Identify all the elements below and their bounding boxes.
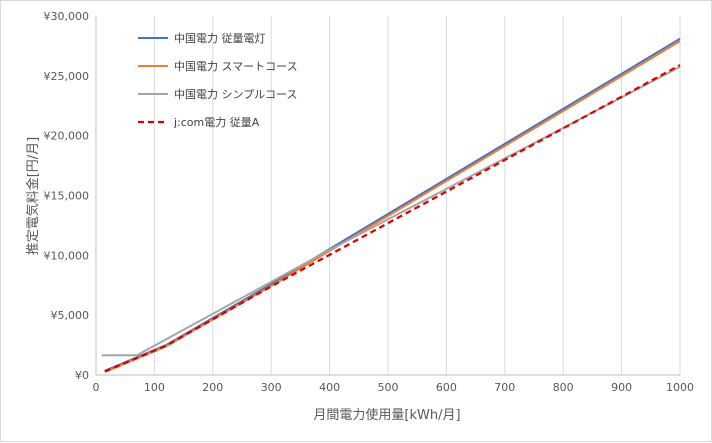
y-tick-label: ¥15,000 bbox=[44, 190, 90, 203]
x-tick-labels: 0 100 200 300 400 500 600 700 800 900 1000 bbox=[93, 381, 695, 394]
y-tick-label: ¥5,000 bbox=[51, 309, 90, 322]
y-tick-label: ¥20,000 bbox=[44, 130, 90, 143]
legend-label: 中国電力 シンプルコース bbox=[174, 88, 297, 101]
legend-label: 中国電力 従量電灯 bbox=[174, 32, 266, 45]
x-tick-label: 300 bbox=[261, 381, 282, 394]
axes bbox=[95, 16, 680, 376]
x-tick-label: 100 bbox=[144, 381, 165, 394]
x-tick-label: 0 bbox=[93, 381, 100, 394]
x-tick-label: 1000 bbox=[666, 381, 694, 394]
x-tick-label: 800 bbox=[553, 381, 574, 394]
y-tick-label: ¥0 bbox=[75, 369, 89, 382]
x-axis-title: 月間電力使用量[kWh/月] bbox=[313, 407, 460, 423]
y-tick-labels: ¥0 ¥5,000 ¥10,000 ¥15,000 ¥20,000 ¥25,000 ¥30,… bbox=[44, 10, 90, 382]
legend-label: j:com電力 従量A bbox=[173, 116, 260, 129]
x-tick-label: 200 bbox=[202, 381, 223, 394]
legend-label: 中国電力 スマートコース bbox=[174, 60, 298, 73]
y-tick-label: ¥10,000 bbox=[44, 249, 90, 262]
x-tick-label: 500 bbox=[378, 381, 399, 394]
grid-lines bbox=[153, 16, 681, 375]
x-tick-label: 900 bbox=[611, 381, 632, 394]
x-tick-label: 600 bbox=[436, 381, 457, 394]
y-axis-title: 推定電気料金[円/月] bbox=[25, 137, 41, 256]
series-lines bbox=[101, 37, 681, 373]
x-tick-label: 400 bbox=[319, 381, 340, 394]
x-tick-label: 700 bbox=[494, 381, 515, 394]
series-line-3 bbox=[101, 66, 681, 357]
series-line-4 bbox=[104, 64, 681, 373]
y-tick-label: ¥25,000 bbox=[44, 70, 90, 83]
y-tick-label: ¥30,000 bbox=[44, 10, 90, 23]
